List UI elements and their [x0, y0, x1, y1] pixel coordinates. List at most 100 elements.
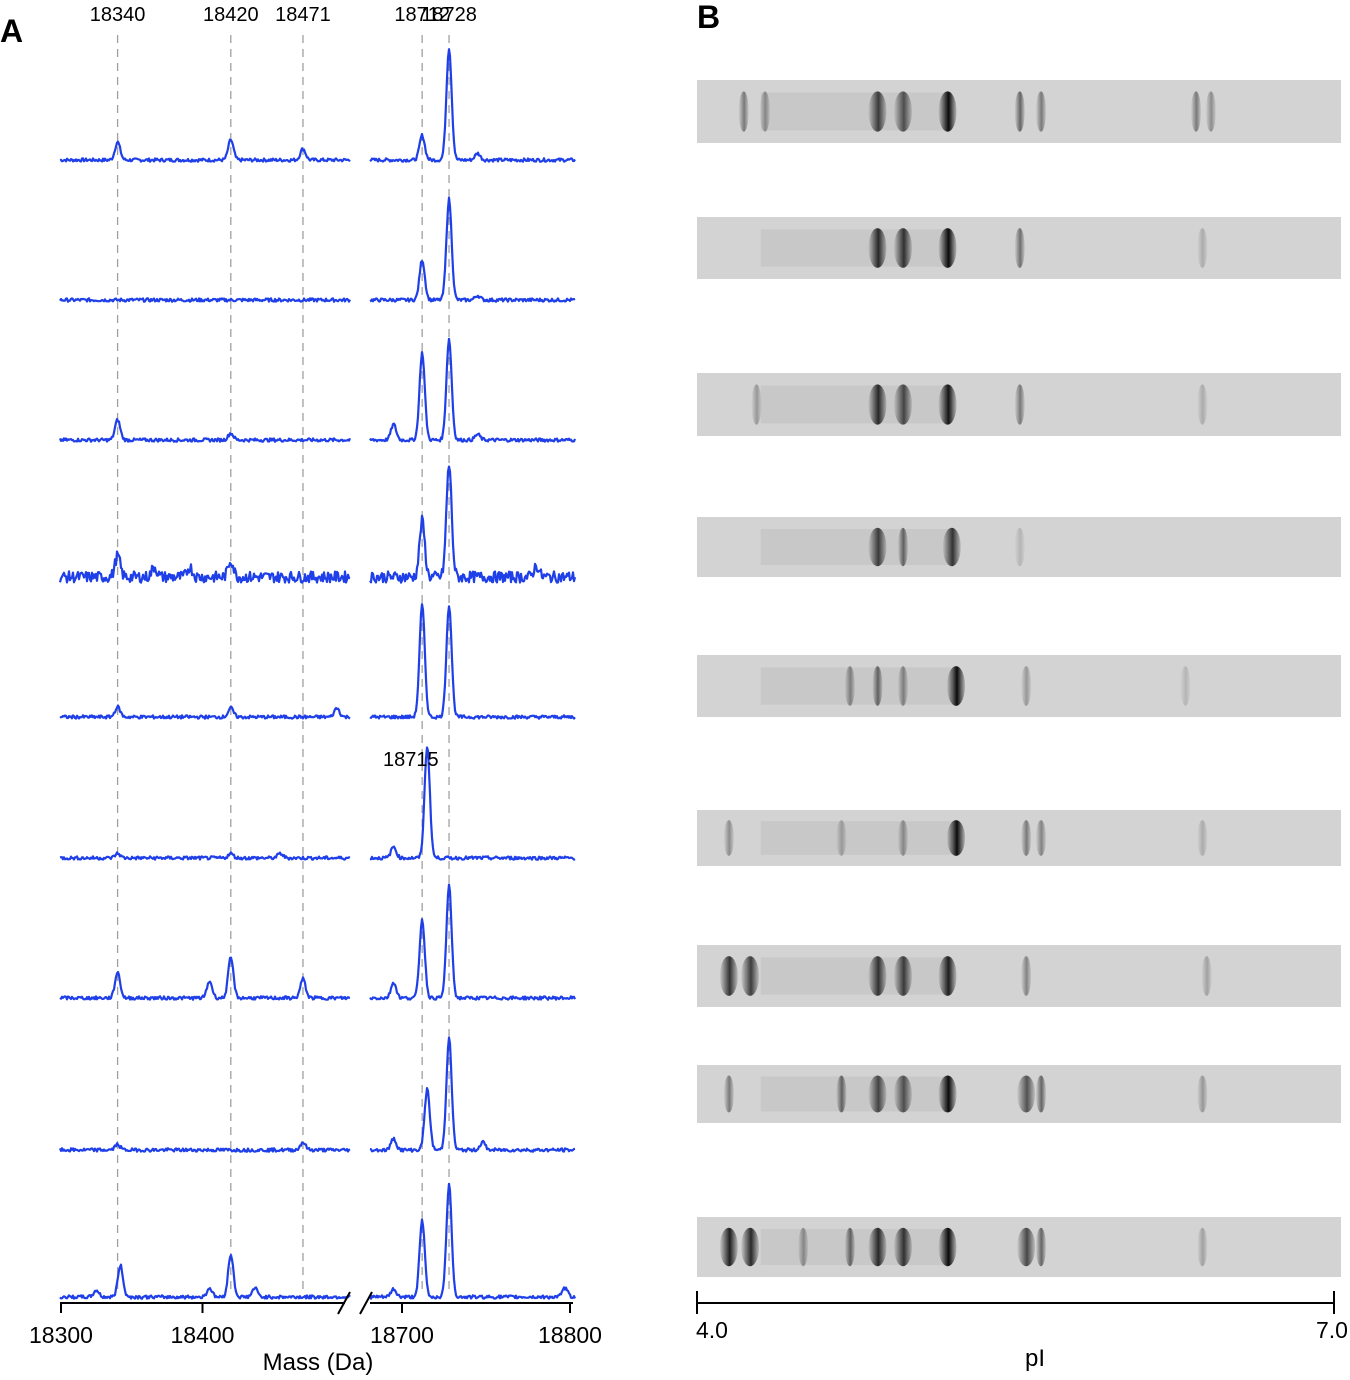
gel-strip-1-band-5: [938, 91, 957, 132]
gel-strip-7-band-3: [868, 956, 887, 996]
gel-strip-4-smear: [760, 529, 952, 565]
gel-strip-2-band-5: [1197, 228, 1208, 268]
gel-strip-8: [697, 1065, 1341, 1123]
spectrum-6-segment-left: [59, 851, 351, 861]
mass-tick-label-18700: 18700: [370, 1322, 434, 1348]
gel-strip-4: [697, 517, 1341, 577]
mass-label-18471: 18471: [275, 4, 331, 26]
gel-strip-8-band-1: [723, 1075, 734, 1113]
spectrum-5-segment-left: [59, 704, 351, 720]
spectrum-6-segment-right: [369, 746, 576, 861]
gel-strip-2: [697, 217, 1341, 279]
gel-strip-1-smear: [760, 92, 952, 131]
gel-strip-6-band-5: [1021, 820, 1032, 856]
gel-strip-8-band-5: [938, 1075, 957, 1113]
gel-strip-3-band-3: [893, 384, 912, 425]
spectrum-5: [59, 603, 576, 720]
spectrum-8-segment-left: [58, 1141, 351, 1153]
gel-strip-5-band-4: [947, 666, 966, 706]
gel-strip-1-band-4: [893, 91, 912, 132]
gel-strip-5-band-5: [1021, 666, 1032, 706]
axis-break-mark-2: [359, 1291, 373, 1315]
mass-label-18420: 18420: [203, 4, 259, 26]
mass-tick-label-18400: 18400: [171, 1322, 235, 1348]
gel-strip-8-band-2: [836, 1075, 847, 1113]
gel-strip-7-band-1: [719, 956, 738, 996]
mass-axis-title: Mass (Da): [263, 1349, 374, 1376]
spectrum-3-segment-right: [369, 337, 577, 443]
gel-strip-3-smear: [760, 385, 952, 424]
gel-strip-4-band-4: [1014, 527, 1025, 567]
spectrum-1: [59, 48, 576, 163]
panel-letter-a: A: [0, 13, 23, 49]
gel-strip-6-background: [697, 810, 1341, 866]
gel-strip-1-band-3: [868, 91, 887, 132]
gel-strip-5-band-2: [872, 666, 883, 706]
gel-strip-6-band-2: [836, 820, 847, 856]
gel-strip-7-background: [697, 945, 1341, 1007]
gel-strip-6-band-7: [1197, 820, 1208, 856]
spectrum-9: [59, 1182, 577, 1300]
gel-strip-2-smear: [760, 229, 952, 267]
pi-axis: 4.0 7.0: [696, 1291, 1348, 1343]
spectrum-9-segment-right: [369, 1182, 577, 1300]
spectrum-7: [59, 883, 577, 1001]
spectrum-3-segment-left: [58, 417, 352, 443]
gel-strip-9-band-1: [719, 1227, 738, 1267]
spectrum-8: [58, 1036, 576, 1153]
gel-strip-9-band-7: [938, 1227, 957, 1267]
mass-label-18728: 18728: [421, 4, 477, 26]
gel-strip-9-band-6: [893, 1227, 912, 1267]
spectrum-4-segment-left: [58, 550, 351, 584]
gel-strip-9-smear: [760, 1229, 952, 1265]
spectrum-4: [58, 465, 577, 584]
spectrum-7-segment-right: [369, 883, 577, 1001]
spectrum-2-segment-left: [59, 297, 351, 303]
pi-axis-title: pI: [1025, 1345, 1045, 1372]
gel-strip-7: [697, 945, 1341, 1007]
gel-strip-1: [697, 80, 1341, 143]
gel-strip-9-band-4: [844, 1227, 855, 1267]
gel-strip-3-band-4: [938, 384, 957, 425]
reference-mass-guides: [116, 35, 450, 1290]
panel-letter-b: B: [697, 0, 720, 35]
gel-strip-5-background: [697, 655, 1341, 717]
mass-axis: 18300 18400 18700 18800: [29, 1291, 602, 1348]
gel-strip-9-band-10: [1197, 1227, 1208, 1267]
mass-spectra: [58, 48, 577, 1300]
gel-strip-9-band-3: [798, 1227, 809, 1267]
gel-strip-8-band-3: [868, 1075, 887, 1113]
gel-strip-6-band-6: [1035, 820, 1046, 856]
gel-strip-9-band-5: [868, 1227, 887, 1267]
gel-strip-4-band-1: [868, 527, 887, 567]
gel-strip-5-band-1: [844, 666, 855, 706]
gel-strip-2-band-4: [1014, 228, 1025, 268]
gel-strip-4-band-3: [942, 527, 961, 567]
spectrum-2-segment-right: [369, 196, 576, 303]
gel-strip-7-smear: [760, 957, 952, 995]
gel-strip-6-band-3: [897, 820, 908, 856]
mass-label-18712: 18712: [394, 4, 450, 26]
gel-strip-9-band-9: [1035, 1227, 1046, 1267]
gel-strip-8-smear: [760, 1076, 952, 1112]
spectrum-3: [58, 337, 577, 443]
gel-strip-8-band-4: [893, 1075, 912, 1113]
gel-strip-7-band-7: [1201, 956, 1212, 996]
gel-strip-3-band-2: [868, 384, 887, 425]
spectrum-2: [59, 196, 576, 303]
gel-strips: [697, 80, 1341, 1277]
gel-strip-5: [697, 655, 1341, 717]
spectrum-5-segment-right: [369, 603, 576, 720]
mass-label-18340: 18340: [90, 4, 146, 26]
spectrum-1-segment-right: [369, 48, 576, 163]
gel-strip-9: [697, 1217, 1341, 1277]
spectrum-9-segment-left: [59, 1254, 351, 1300]
axis-break-mark-1: [337, 1291, 351, 1315]
gel-strip-1-band-8: [1190, 91, 1201, 132]
pi-tick-label-4.0: 4.0: [696, 1317, 728, 1343]
spectrum-6: [59, 746, 576, 861]
gel-strip-6: [697, 810, 1341, 866]
gel-strip-2-band-1: [868, 228, 887, 268]
